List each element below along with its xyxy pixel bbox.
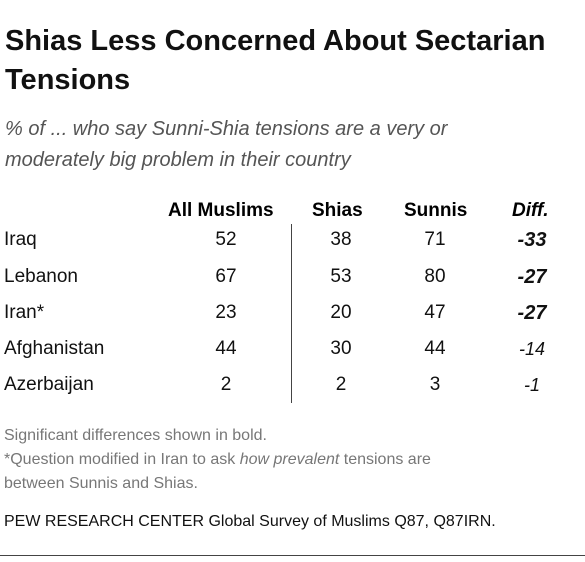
cell-diff: -27 — [517, 266, 547, 288]
cell-diff: -14 — [518, 339, 545, 359]
footnote-iran-italic: how prevalent — [239, 451, 340, 468]
bottom-rule — [0, 555, 585, 556]
cell-diff: -1 — [523, 375, 540, 395]
cell-shias: 30 — [330, 338, 352, 359]
cell-all-muslims: 2 — [220, 374, 232, 395]
row-label: Iran* — [4, 302, 45, 323]
source-line: PEW RESEARCH CENTER Global Survey of Mus… — [4, 510, 496, 534]
row-label: Azerbaijan — [4, 374, 94, 395]
cell-all-muslims: 23 — [215, 302, 237, 323]
cell-sunnis: 3 — [429, 374, 441, 395]
source-org: PEW RESEARCH CENTER — [4, 513, 205, 530]
footnote-iran-post: tensions are — [339, 451, 431, 468]
cell-shias: 2 — [335, 374, 347, 395]
source-text: Global Survey of Muslims Q87, Q87IRN. — [204, 513, 496, 530]
row-label: Iraq — [4, 229, 37, 250]
column-divider — [291, 224, 292, 403]
footnote-iran-pre: *Question modified in Iran to ask — [4, 451, 240, 468]
chart-subtitle: % of ... who say Sunni-Shia tensions are… — [5, 114, 575, 176]
row-label: Afghanistan — [4, 338, 105, 359]
subtitle-line-1: % of ... who say Sunni-Shia tensions are… — [5, 118, 448, 140]
chart-title: Shias Less Concerned About Sectarian Ten… — [5, 22, 575, 100]
cell-diff: -33 — [517, 229, 547, 251]
row-label: Lebanon — [4, 266, 78, 287]
cell-sunnis: 47 — [424, 302, 446, 323]
footnote-iran-cont: between Sunnis and Shias. — [4, 475, 198, 492]
cell-sunnis: 80 — [424, 266, 446, 287]
cell-sunnis: 44 — [424, 338, 446, 359]
title-line-1: Shias Less Concerned About Sectarian — [5, 25, 546, 57]
footnote-significance: Significant differences shown in bold. — [4, 427, 267, 444]
cell-all-muslims: 52 — [215, 229, 237, 250]
subtitle-line-2: moderately big problem in their country — [5, 149, 351, 171]
column-header-all-muslims: All Muslims — [168, 200, 274, 221]
cell-shias: 20 — [330, 302, 352, 323]
cell-all-muslims: 67 — [215, 266, 237, 287]
column-header-shias: Shias — [312, 200, 363, 221]
cell-shias: 53 — [330, 266, 352, 287]
cell-sunnis: 71 — [424, 229, 446, 250]
cell-shias: 38 — [330, 229, 352, 250]
cell-diff: -27 — [517, 302, 547, 324]
column-header-diff: Diff. — [512, 200, 549, 221]
cell-all-muslims: 44 — [215, 338, 237, 359]
column-header-sunnis: Sunnis — [404, 200, 468, 221]
footnote-iran: *Question modified in Iran to ask how pr… — [4, 448, 431, 472]
title-line-2: Tensions — [5, 64, 131, 96]
